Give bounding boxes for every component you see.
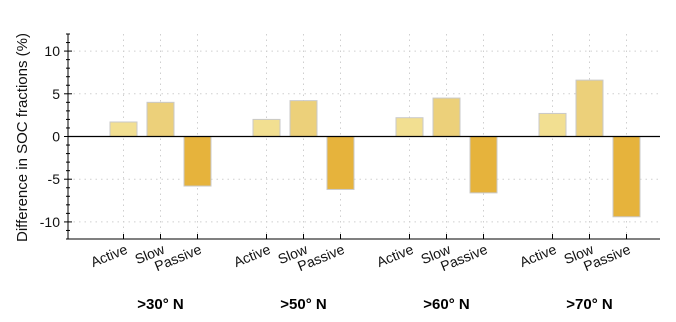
group-label: >50° N bbox=[280, 296, 326, 313]
bar-active bbox=[538, 112, 567, 137]
bar-active bbox=[252, 118, 281, 137]
bar-passive bbox=[183, 136, 212, 187]
bar-slow bbox=[432, 97, 461, 137]
bar-active bbox=[395, 117, 424, 138]
y-tick-label: -5 bbox=[48, 171, 61, 187]
y-axis-label: Difference in SOC fractions (%) bbox=[14, 33, 31, 242]
y-tick-label: 10 bbox=[44, 43, 60, 59]
category-label: Active bbox=[374, 241, 416, 270]
bar-slow bbox=[146, 101, 175, 138]
group-label: >60° N bbox=[423, 296, 469, 313]
category-label: Active bbox=[517, 241, 559, 270]
y-tick-label: 0 bbox=[52, 129, 60, 145]
category-label: Active bbox=[231, 241, 273, 270]
bar-passive bbox=[612, 136, 641, 218]
y-tick-label: 5 bbox=[52, 86, 60, 102]
category-label: Active bbox=[88, 241, 130, 270]
bar-passive bbox=[469, 136, 498, 194]
group-label: >30° N bbox=[137, 296, 183, 313]
bar-active bbox=[109, 121, 138, 137]
bar-slow bbox=[575, 79, 604, 137]
axes bbox=[64, 33, 660, 240]
group-label: >70° N bbox=[566, 296, 612, 313]
bar-slow bbox=[289, 100, 318, 137]
y-tick-label: -10 bbox=[40, 214, 60, 230]
bar-passive bbox=[326, 136, 355, 190]
bars bbox=[109, 79, 641, 218]
grid-lines bbox=[68, 34, 660, 239]
